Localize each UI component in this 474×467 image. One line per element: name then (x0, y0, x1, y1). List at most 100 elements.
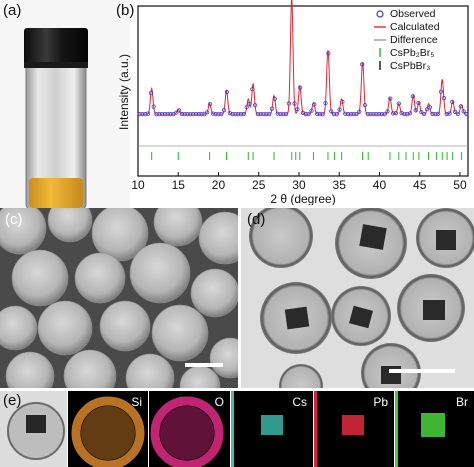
observed-point (185, 112, 190, 117)
observed-point (159, 112, 165, 117)
observed-point (272, 96, 277, 101)
observed-point (298, 85, 303, 90)
observed-point (165, 112, 170, 117)
observed-point (331, 112, 337, 117)
observed-point (269, 106, 275, 111)
observed-point (340, 99, 345, 104)
observed-point (306, 112, 311, 117)
observed-point (436, 111, 441, 116)
observed-point (390, 111, 396, 116)
panel-a-label: (a) (3, 2, 22, 19)
x-ticks: 10 15 20 25 30 35 40 45 50 (131, 172, 467, 192)
observed-point (219, 112, 224, 117)
map-label-cs: Cs (292, 395, 307, 409)
observed-point (278, 112, 283, 117)
observed-point (250, 87, 255, 92)
map-label-br: Br (456, 395, 468, 409)
xrd-chart: Intensity (a.u.) 2 θ (degree) 10 15 20 25 30… (117, 0, 469, 206)
observed-point (309, 108, 314, 113)
panel-e: (e) Si O Cs Pb Br (0, 391, 474, 467)
panel-e-label: (e) (3, 392, 22, 409)
x-tick-label: 35 (333, 178, 347, 192)
observed-point (323, 101, 328, 106)
observed-point (357, 109, 362, 114)
x-tick-label: 50 (453, 178, 467, 192)
observed-point (238, 112, 244, 117)
observed-point (393, 111, 399, 116)
observed-point (433, 112, 438, 117)
observed-point (407, 111, 413, 116)
map-label-si: Si (131, 395, 142, 409)
scale-bar (389, 369, 455, 373)
panel-b-label: (b) (116, 2, 135, 19)
observed-point (216, 112, 221, 117)
legend-label: Difference (390, 34, 438, 46)
observed-point (351, 112, 356, 117)
observed-point (199, 112, 204, 117)
observed-point (151, 104, 156, 109)
eds-map-si: Si (68, 391, 148, 467)
eds-map-o: O (149, 391, 230, 467)
vial-cap (24, 28, 88, 68)
observed-point (148, 91, 154, 96)
observed-point (365, 112, 370, 117)
observed-point (388, 96, 393, 101)
panel-d-label: (d) (247, 211, 266, 228)
observed-point (337, 107, 342, 112)
observed-point (162, 112, 168, 117)
observed-point (174, 110, 179, 115)
observed-point (452, 109, 458, 115)
x-tick-label: 20 (212, 178, 226, 192)
map-label-o: O (214, 395, 224, 409)
observed-point (213, 112, 218, 117)
sem-micrograph (0, 208, 238, 388)
observed-point (450, 99, 455, 105)
observed-point (281, 112, 286, 117)
legend-label: Calculated (390, 21, 440, 33)
observed-point (168, 112, 173, 117)
sem-spheres (0, 208, 238, 388)
eds-map-pb: Pb (314, 391, 394, 467)
observed-point (179, 111, 185, 117)
observed-point (222, 108, 227, 113)
observed-point (402, 112, 407, 117)
observed-point (441, 96, 446, 101)
observed-point (202, 112, 207, 117)
observed-point (315, 111, 320, 117)
x-tick-label: 25 (252, 178, 266, 192)
observed-point (329, 109, 334, 114)
vial-cap-rim (24, 62, 88, 68)
x-tick-label: 30 (292, 178, 306, 192)
observed-point (416, 100, 421, 106)
observed-point (137, 112, 142, 117)
observed-point (286, 101, 291, 106)
reflection-ticks (151, 152, 463, 160)
observed-point (317, 112, 322, 117)
y-axis-title: Intensity (a.u.) (117, 54, 131, 130)
observed-point (145, 111, 151, 116)
panel-d: (d) (241, 208, 474, 388)
tem-crystals (284, 224, 456, 384)
calculated-line (138, 0, 468, 115)
observed-point (233, 112, 238, 117)
observed-point (143, 112, 148, 117)
observed-point (236, 112, 241, 117)
observed-point (371, 112, 376, 117)
traces (137, 0, 469, 147)
observed-point (261, 112, 266, 117)
legend: ObservedCalculatedDifferenceCsPb₂Br₅CsPb… (374, 8, 440, 72)
tem-micrograph (241, 208, 474, 388)
observed-point (292, 101, 297, 106)
observed-point (264, 112, 269, 117)
observed-point (284, 112, 289, 117)
observed-point (154, 112, 159, 117)
vial-photo (0, 0, 130, 215)
yellow-powder (29, 178, 83, 208)
observed-point (360, 62, 365, 67)
observed-point (182, 112, 187, 117)
observed-point (312, 102, 317, 107)
observed-point (140, 112, 145, 117)
observed-point (447, 111, 452, 116)
observed-point (379, 112, 384, 117)
observed-point (241, 111, 246, 117)
